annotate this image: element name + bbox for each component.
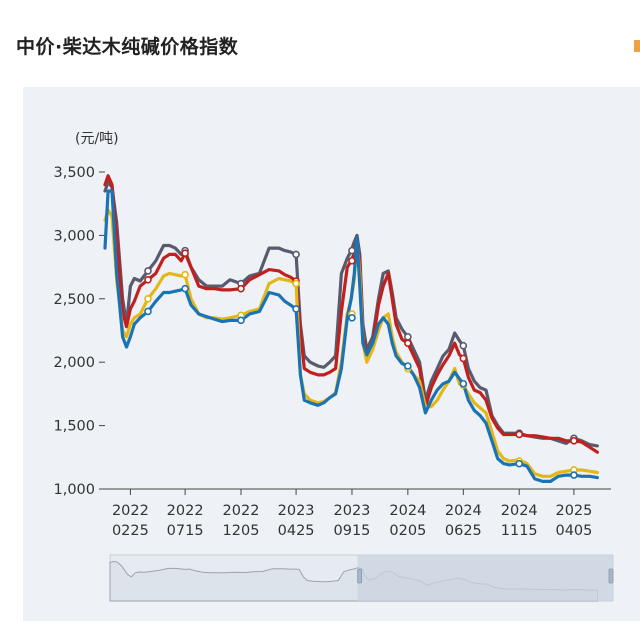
series-point-marker[interactable] <box>459 354 468 363</box>
series-point-marker[interactable] <box>515 459 524 468</box>
series-point-marker[interactable] <box>181 270 189 279</box>
x-tick-label-date: 0715 <box>167 523 204 539</box>
y-tick-label: 2,500 <box>53 292 95 308</box>
series-markers <box>144 246 578 479</box>
x-tick-label-date: 1115 <box>501 523 538 539</box>
series-line-4 <box>103 189 599 483</box>
series-point-marker[interactable] <box>144 275 152 284</box>
x-tick-label-year: 2023 <box>278 503 315 519</box>
x-tick-label-year: 2024 <box>389 503 426 519</box>
price-index-chart: (元/吨) 1,000 1,500 2,000 2,500 3,000 3,500 202… <box>53 131 614 602</box>
series-point-marker[interactable] <box>237 316 245 325</box>
series-point-marker[interactable] <box>348 256 356 265</box>
x-tick-label-date: 1205 <box>223 523 260 539</box>
series-point-marker[interactable] <box>144 295 152 303</box>
x-tick-label-date: 0405 <box>555 523 592 539</box>
series-point-marker[interactable] <box>237 284 245 293</box>
overview-handle-left[interactable] <box>357 568 363 584</box>
x-tick-label-year: 2022 <box>167 503 204 519</box>
x-tick-label-date: 0915 <box>334 523 371 539</box>
y-tick-label: 3,500 <box>53 165 95 181</box>
x-tick-label-date: 0205 <box>389 523 426 539</box>
y-axis-unit-label: (元/吨) <box>75 131 119 147</box>
chart-panel: (元/吨) 1,000 1,500 2,000 2,500 3,000 3,500 202… <box>23 87 640 621</box>
page-title: 中价·柴达木纯碱价格指数 <box>16 36 239 58</box>
series-lines <box>103 174 599 483</box>
x-tick-label-year: 2025 <box>555 503 592 519</box>
y-tick-label: 1,500 <box>53 419 95 435</box>
series-point-marker[interactable] <box>404 362 412 370</box>
x-tick-label-date: 0425 <box>278 523 315 539</box>
x-tick-label-year: 2022 <box>112 503 149 519</box>
series-point-marker[interactable] <box>292 305 300 313</box>
overview-handle-right[interactable] <box>608 568 614 584</box>
x-tick-label-year: 2022 <box>223 503 260 519</box>
x-tick-label-date: 0625 <box>445 523 482 539</box>
series-point-marker[interactable] <box>144 307 152 316</box>
series-point-marker[interactable] <box>348 314 356 322</box>
series-point-marker[interactable] <box>404 339 412 347</box>
x-axis: 2022 0225 2022 0715 2022 1205 2023 0425 2023 0915… <box>112 489 592 539</box>
overview-selection[interactable] <box>357 555 613 601</box>
x-tick-label-year: 2024 <box>445 503 482 519</box>
series-point-marker[interactable] <box>292 250 300 259</box>
edge-marker <box>634 40 640 52</box>
series-point-marker[interactable] <box>515 430 524 439</box>
series-point-marker[interactable] <box>570 471 578 479</box>
series-point-marker[interactable] <box>404 333 412 341</box>
y-tick-label: 1,000 <box>53 482 95 498</box>
y-axis: 1,000 1,500 2,000 2,500 3,000 3,500 <box>53 165 105 498</box>
y-tick-label: 2,000 <box>53 355 95 371</box>
x-tick-label-date: 0225 <box>112 523 149 539</box>
x-tick-label-year: 2024 <box>501 503 538 519</box>
y-tick-label: 3,000 <box>53 228 95 244</box>
series-point-marker[interactable] <box>292 279 300 288</box>
series-point-marker[interactable] <box>459 379 468 388</box>
series-point-marker[interactable] <box>459 341 468 350</box>
series-point-marker[interactable] <box>144 267 152 275</box>
data-zoom-slider[interactable] <box>109 554 614 602</box>
series-point-marker[interactable] <box>570 437 578 445</box>
x-tick-label-year: 2023 <box>334 503 371 519</box>
series-point-marker[interactable] <box>181 249 189 257</box>
series-point-marker[interactable] <box>181 284 189 293</box>
series-point-marker[interactable] <box>348 246 356 255</box>
